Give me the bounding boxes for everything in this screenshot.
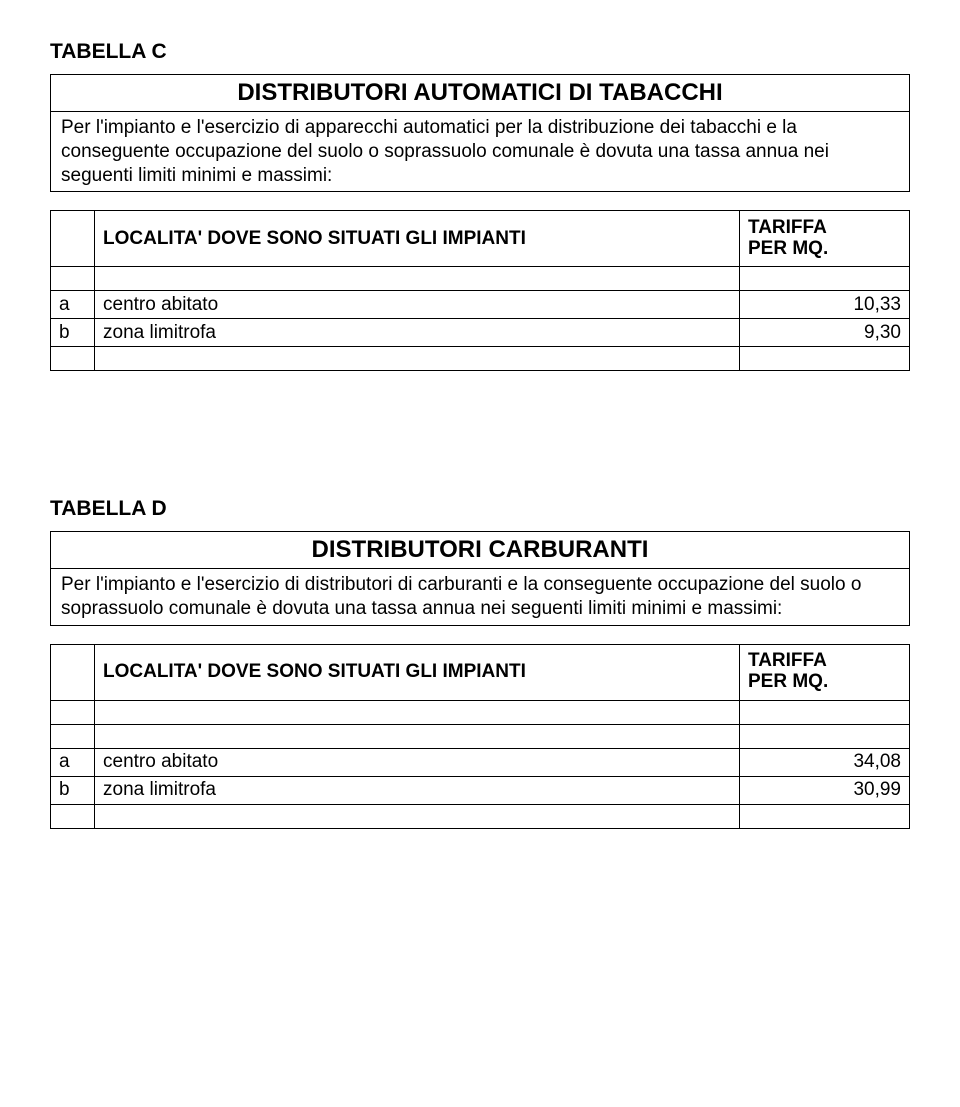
row-label: zona limitrofa [95, 776, 740, 804]
blank-cell [95, 267, 740, 291]
tabella-d-box-desc: Per l'impianto e l'esercizio di distribu… [50, 569, 910, 626]
tabella-c-header-locality: LOCALITA' DOVE SONO SITUATI GLI IMPIANTI [95, 211, 740, 267]
blank-cell [740, 267, 910, 291]
blank-cell [95, 347, 740, 371]
tabella-d-header-blank-left [51, 644, 95, 700]
row-label: zona limitrofa [95, 319, 740, 347]
tariff-header-line1: TARIFFA [748, 217, 827, 238]
tabella-d-header-locality: LOCALITA' DOVE SONO SITUATI GLI IMPIANTI [95, 644, 740, 700]
row-value: 34,08 [740, 748, 910, 776]
tabella-c-box-desc: Per l'impianto e l'esercizio di apparecc… [50, 112, 910, 192]
tabella-c-box-title: DISTRIBUTORI AUTOMATICI DI TABACCHI [50, 74, 910, 112]
blank-cell [95, 804, 740, 828]
tabella-d-heading: TABELLA D [50, 497, 910, 521]
row-letter: a [51, 291, 95, 319]
row-letter: a [51, 748, 95, 776]
table-row: a centro abitato 34,08 [51, 748, 910, 776]
row-label: centro abitato [95, 291, 740, 319]
tabella-d-table: LOCALITA' DOVE SONO SITUATI GLI IMPIANTI… [50, 644, 910, 829]
blank-cell [740, 700, 910, 724]
table-row: b zona limitrofa 30,99 [51, 776, 910, 804]
tabella-c-header-blank-left [51, 211, 95, 267]
blank-cell [51, 724, 95, 748]
tabella-c-header-tariff: TARIFFA PER MQ. [740, 211, 910, 267]
row-value: 30,99 [740, 776, 910, 804]
tabella-c-heading: TABELLA C [50, 40, 910, 64]
row-letter: b [51, 776, 95, 804]
tariff-header-line2: PER MQ. [748, 238, 828, 259]
blank-cell [740, 724, 910, 748]
row-letter: b [51, 319, 95, 347]
tabella-c-table: LOCALITA' DOVE SONO SITUATI GLI IMPIANTI… [50, 210, 910, 371]
blank-cell [95, 700, 740, 724]
blank-cell [740, 347, 910, 371]
tabella-d-box-title: DISTRIBUTORI CARBURANTI [50, 531, 910, 569]
blank-cell [740, 804, 910, 828]
row-label: centro abitato [95, 748, 740, 776]
table-row: a centro abitato 10,33 [51, 291, 910, 319]
blank-cell [51, 347, 95, 371]
tabella-d-header-tariff: TARIFFA PER MQ. [740, 644, 910, 700]
tariff-header-line1: TARIFFA [748, 650, 827, 671]
blank-cell [51, 804, 95, 828]
blank-cell [95, 724, 740, 748]
table-row: b zona limitrofa 9,30 [51, 319, 910, 347]
tariff-header-line2: PER MQ. [748, 671, 828, 692]
blank-cell [51, 267, 95, 291]
row-value: 10,33 [740, 291, 910, 319]
row-value: 9,30 [740, 319, 910, 347]
blank-cell [51, 700, 95, 724]
